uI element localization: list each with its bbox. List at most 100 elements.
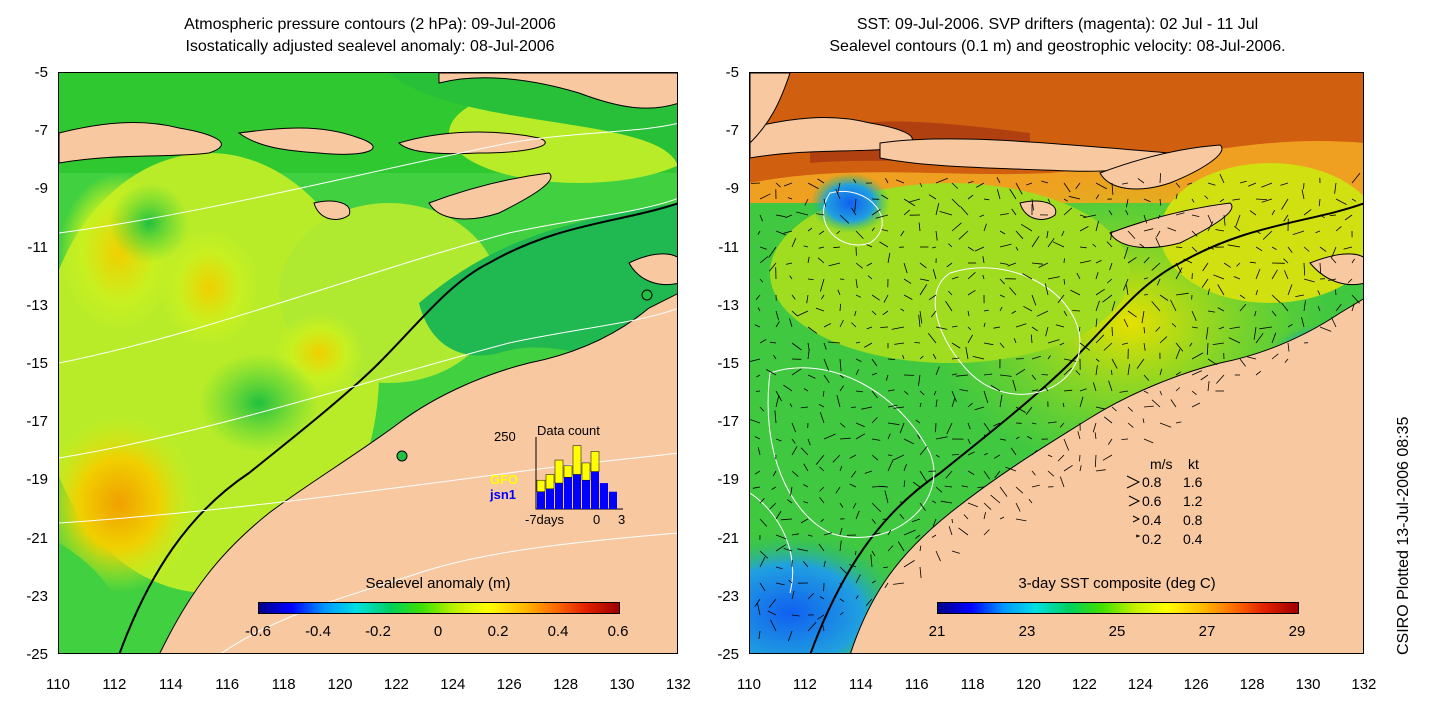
velocity-arrow — [1151, 262, 1161, 271]
velocity-arrow — [1031, 374, 1037, 381]
velocity-arrow — [1143, 405, 1154, 408]
velocity-arrow — [1207, 221, 1214, 232]
velocity-arrow — [775, 534, 787, 540]
velocity-arrow — [766, 369, 777, 376]
velocity-arrow — [1175, 292, 1189, 296]
velocity-arrow — [1191, 214, 1200, 217]
velocity-arrow — [864, 470, 873, 474]
velocity-arrow — [1036, 310, 1049, 317]
velocity-arrow — [1031, 262, 1044, 265]
longitude-tick-label: 114 — [848, 676, 873, 693]
velocity-arrow — [1331, 317, 1337, 328]
latitude-tick-label: -17 — [26, 413, 48, 431]
velocity-arrow — [759, 246, 767, 250]
velocity-arrow — [927, 332, 937, 344]
velocity-arrow — [1092, 382, 1097, 392]
velocity-arrow — [1095, 260, 1102, 264]
velocity-arrow — [837, 289, 841, 296]
colorbar-tick-label: 27 — [1198, 623, 1216, 640]
velocity-arrow — [1255, 268, 1261, 280]
velocity-arrow — [871, 532, 881, 536]
velocity-arrow — [755, 294, 761, 301]
velocity-arrow — [1344, 214, 1353, 221]
velocity-arrow — [1127, 310, 1137, 318]
velocity-arrow — [789, 318, 793, 328]
velocity-arrow — [839, 598, 845, 602]
velocity-arrow — [1315, 230, 1321, 234]
velocity-arrow — [839, 214, 850, 224]
velocity-arrow — [1255, 370, 1262, 376]
velocity-arrow — [935, 230, 938, 241]
velocity-arrow — [917, 434, 921, 440]
velocity-arrow — [1063, 358, 1077, 362]
velocity-arrow — [1213, 274, 1225, 280]
velocity-arrow — [935, 436, 948, 440]
velocity-arrow — [1317, 290, 1321, 296]
velocity-arrow — [797, 548, 809, 552]
velocity-arrow — [861, 406, 873, 410]
velocity-arrow — [1151, 301, 1161, 312]
velocity-arrow — [1121, 438, 1129, 440]
velocity-arrow — [1232, 198, 1241, 201]
velocity-arrow — [944, 485, 953, 488]
velocity-arrow — [1284, 358, 1289, 363]
velocity-arrow — [919, 502, 926, 511]
velocity-arrow — [958, 230, 969, 240]
velocity-arrow — [999, 516, 1005, 520]
velocity-arrow — [1063, 182, 1071, 193]
velocity-arrow — [999, 294, 1005, 298]
velocity-arrow — [1010, 447, 1017, 456]
velocity-arrow — [903, 464, 907, 472]
velocity-arrow — [1175, 212, 1185, 216]
velocity-arrow — [819, 486, 825, 492]
colorbar-tick-label: 29 — [1288, 623, 1306, 640]
velocity-arrow — [759, 193, 771, 200]
velocity-arrow — [935, 326, 948, 330]
velocity-arrow — [803, 388, 809, 392]
velocity-arrow — [839, 319, 844, 328]
velocity-arrow — [1011, 310, 1017, 314]
velocity-arrow — [1013, 338, 1017, 344]
velocity-arrow — [1212, 342, 1225, 345]
velocity-arrow — [819, 412, 825, 424]
velocity-arrow — [1077, 431, 1081, 440]
histogram-bar-gfo — [563, 465, 573, 478]
velocity-arrow — [757, 447, 761, 456]
velocity-arrow — [817, 178, 825, 184]
velocity-arrow — [1351, 172, 1361, 184]
velocity-arrow — [1318, 198, 1321, 207]
colorbar-tick-label: 23 — [1018, 623, 1036, 640]
velocity-arrow — [1126, 284, 1129, 296]
velocity-arrow — [1159, 422, 1172, 428]
velocity-arrow — [993, 326, 1001, 329]
velocity-arrow — [903, 438, 914, 445]
velocity-arrow — [1271, 310, 1277, 317]
velocity-arrow — [775, 321, 780, 328]
velocity-arrow — [919, 284, 928, 296]
velocity-arrow — [1094, 432, 1097, 440]
velocity-arrow — [1078, 326, 1081, 332]
velocity-arrow — [951, 222, 962, 232]
histogram-bar-jsn1 — [537, 491, 545, 509]
velocity-arrow — [974, 246, 985, 252]
velocity-arrow — [864, 342, 873, 348]
velocity-arrow — [855, 262, 863, 269]
velocity-arrow — [996, 177, 1001, 184]
velocity-arrow — [1191, 402, 1201, 408]
velocity-arrow — [1202, 262, 1209, 272]
longitude-tick-label: 120 — [327, 676, 353, 693]
velocity-arrow — [1283, 258, 1289, 264]
velocity-arrow — [1139, 243, 1145, 248]
velocity-arrow — [946, 422, 953, 435]
histogram-bar-jsn1 — [591, 471, 599, 509]
latitude-tick-label: -23 — [26, 587, 48, 605]
velocity-arrow — [1159, 336, 1168, 344]
velocity-arrow — [807, 349, 810, 360]
velocity-arrow — [1191, 310, 1197, 322]
velocity-arrow — [912, 481, 921, 488]
velocity-arrow — [1287, 324, 1293, 328]
velocity-arrow — [999, 213, 1009, 216]
velocity-arrow — [759, 278, 764, 283]
velocity-arrow — [1072, 310, 1081, 312]
velocity-arrow — [1027, 436, 1033, 440]
